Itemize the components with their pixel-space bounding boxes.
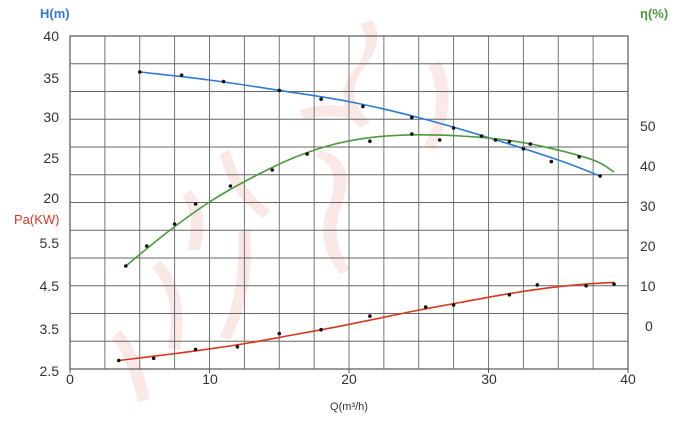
head-data-point xyxy=(598,174,602,178)
head-data-point xyxy=(138,70,142,74)
x-tick-40: 40 xyxy=(620,371,636,387)
pa-tick-4.5: 4.5 xyxy=(40,278,60,294)
efficiency-data-point xyxy=(228,184,233,188)
eta-tick-50: 50 xyxy=(640,118,656,134)
efficiency-data-point xyxy=(172,222,177,226)
efficiency-data-point xyxy=(368,139,372,143)
pa-tick-3.5: 3.5 xyxy=(40,321,60,337)
power-data-point xyxy=(368,314,372,318)
x-tick-10: 10 xyxy=(202,371,218,387)
efficiency-data-point xyxy=(479,134,484,138)
x-tick-0: 0 xyxy=(66,371,74,387)
power-data-point xyxy=(423,305,428,309)
eta-tick-10: 10 xyxy=(640,278,656,294)
eta-tick-30: 30 xyxy=(640,198,656,214)
power-data-point xyxy=(612,282,616,286)
power-data-point xyxy=(584,284,588,288)
power-data-point xyxy=(151,356,156,361)
power-data-point xyxy=(507,293,512,297)
x-tick-20: 20 xyxy=(341,371,357,387)
h-tick-35: 35 xyxy=(43,70,59,86)
efficiency-data-point xyxy=(305,152,309,156)
head-data-point xyxy=(277,88,282,93)
head-axis-label: H(m) xyxy=(40,6,70,21)
head-data-point xyxy=(493,138,498,142)
efficiency-data-point xyxy=(193,202,198,206)
head-data-point xyxy=(549,159,554,164)
head-data-point xyxy=(521,147,526,151)
power-data-point xyxy=(451,303,456,307)
axes xyxy=(69,369,629,373)
watermark-logo xyxy=(112,20,449,402)
efficiency-data-point xyxy=(144,244,149,248)
power-data-point xyxy=(117,358,121,363)
efficiency-axis-label: η(%) xyxy=(640,6,668,21)
efficiency-curve xyxy=(125,133,615,267)
efficiency-data-point xyxy=(124,264,128,268)
power-data-point xyxy=(319,327,323,332)
power-data-point xyxy=(535,283,540,287)
h-tick-40: 40 xyxy=(43,28,59,44)
efficiency-data-point xyxy=(528,142,533,146)
pa-tick-2.5: 2.5 xyxy=(40,363,60,379)
head-data-point xyxy=(319,97,323,101)
curves xyxy=(118,71,615,362)
eta-tick-40: 40 xyxy=(640,158,656,174)
power-data-point xyxy=(193,347,198,352)
head-curve xyxy=(139,71,601,177)
power-data-point xyxy=(277,331,282,336)
head-data-point xyxy=(179,73,184,77)
power-curve xyxy=(118,281,615,362)
eta-tick-0: 0 xyxy=(645,318,653,334)
efficiency-data-point xyxy=(577,155,581,159)
head-data-point xyxy=(221,79,226,84)
efficiency-data-point xyxy=(270,168,275,172)
data-points xyxy=(117,70,616,363)
h-tick-25: 25 xyxy=(43,150,59,166)
x-tick-30: 30 xyxy=(481,371,497,387)
efficiency-data-point xyxy=(507,139,512,144)
pa-tick-5.5: 5.5 xyxy=(40,235,60,251)
eta-tick-20: 20 xyxy=(640,238,656,254)
x-axis-label: Q(m³/h) xyxy=(330,401,368,413)
efficiency-data-point xyxy=(437,138,442,142)
head-data-point xyxy=(451,126,456,130)
power-axis-label: Pa(KW) xyxy=(14,212,60,227)
efficiency-data-point xyxy=(410,132,414,136)
plot-grid xyxy=(69,35,629,370)
head-data-point xyxy=(361,104,365,109)
head-data-point xyxy=(410,115,414,120)
h-tick-20: 20 xyxy=(43,190,59,206)
power-data-point xyxy=(235,345,240,349)
h-tick-30: 30 xyxy=(43,109,59,125)
